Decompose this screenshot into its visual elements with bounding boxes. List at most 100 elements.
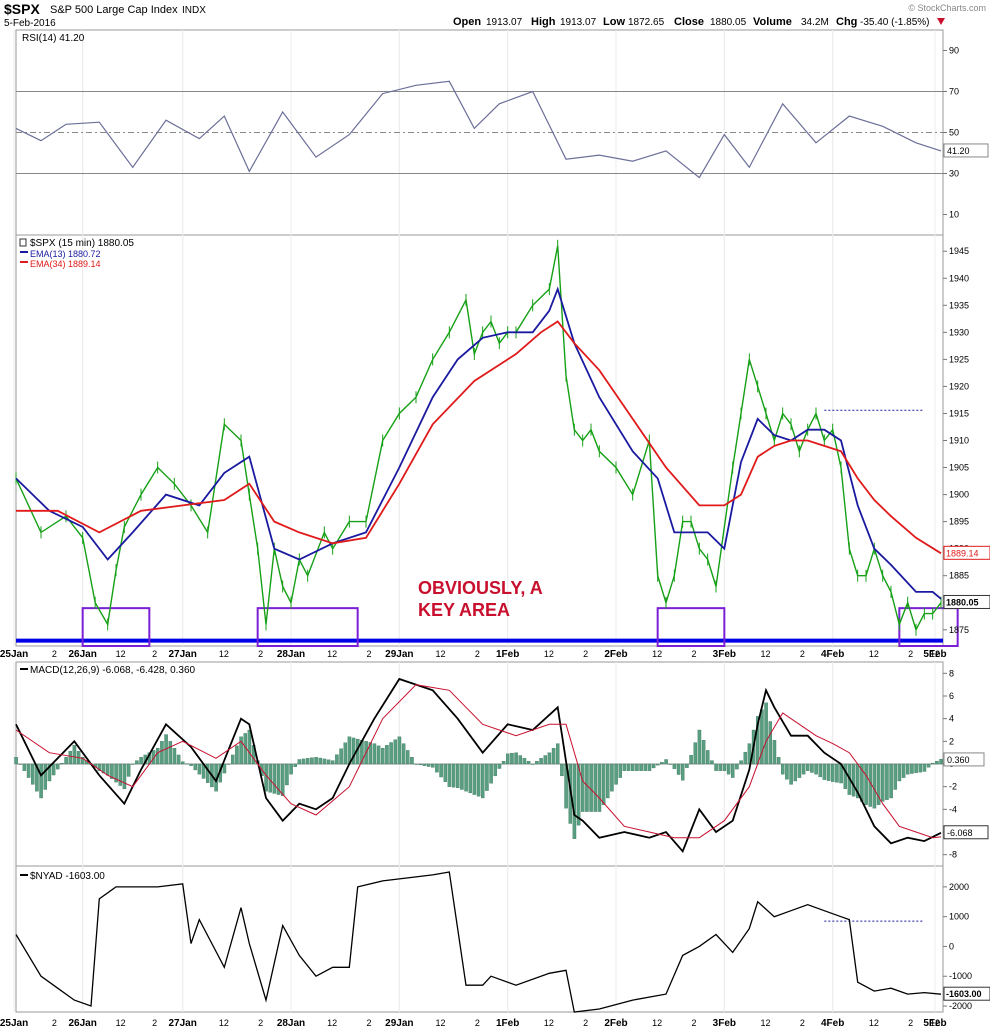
x-tick-label: 2 (366, 649, 371, 659)
macd-histogram-bar (172, 747, 177, 765)
volume-value: 34.2M (801, 17, 829, 28)
macd-histogram-bar (293, 763, 298, 767)
exchange-label: INDX (182, 5, 206, 16)
x-tick-label: 12 (219, 1018, 229, 1028)
macd-histogram-bar (418, 763, 423, 766)
macd-histogram-bar (18, 763, 23, 765)
x-tick-label: 12 (869, 1018, 879, 1028)
x-tick-label: 2 (258, 649, 263, 659)
macd-histogram-bar (801, 763, 806, 775)
ema13-line (15, 286, 942, 600)
macd-histogram-bar (776, 757, 781, 765)
nyad-tick-label: 0 (949, 941, 954, 951)
macd-histogram-bar (618, 763, 623, 778)
macd-histogram-bar (610, 763, 614, 792)
x-tick-label: 12 (760, 649, 770, 659)
symbol-label: $SPX (4, 1, 40, 17)
macd-histogram-bar (176, 754, 181, 765)
macd-histogram-bar (185, 763, 189, 765)
high-label: High (531, 16, 556, 28)
nyad-last-box (943, 986, 990, 1001)
nyad-tick-label: -1000 (949, 971, 972, 981)
macd-histogram-bar (39, 763, 43, 799)
macd-histogram-bar (893, 763, 898, 790)
x-tick-label: 2 (908, 1018, 913, 1028)
last-price-box (943, 594, 990, 609)
macd-histogram-bar (843, 763, 848, 789)
macd-histogram-bar (789, 763, 793, 785)
x-tick-label: 2 (583, 1018, 588, 1028)
macd-histogram-bar (676, 763, 681, 775)
macd-histogram-bar (885, 763, 889, 800)
rsi-last-box (943, 143, 989, 158)
price-tick-label: 1905 (949, 463, 969, 473)
rsi-line (15, 80, 942, 179)
macd-histogram-bar (531, 763, 535, 765)
macd-histogram-bar (272, 763, 277, 794)
macd-histogram-bar (431, 763, 435, 768)
open-label: Open (453, 16, 481, 28)
macd-histogram-bar (931, 762, 935, 765)
macd-histogram-bar (785, 763, 789, 780)
macd-histogram-bar (401, 743, 406, 765)
rsi-title: RSI(14) 41.20 (22, 33, 85, 44)
annotation-line-2: KEY AREA (418, 600, 510, 620)
macd-histogram-bar (826, 763, 831, 781)
x-tick-label: 12 (930, 649, 940, 659)
macd-histogram-bar (743, 751, 748, 765)
macd-histogram-bar (514, 752, 518, 765)
macd-histogram-bar (768, 721, 773, 765)
x-tick-label: 2 (800, 1018, 805, 1028)
macd-histogram-bar (35, 763, 39, 792)
x-tick-label: 5Feb (923, 1018, 946, 1029)
macd-histogram-bar (914, 763, 918, 773)
macd-histogram-bar (889, 763, 893, 799)
macd-histogram-bar (235, 745, 239, 765)
close-value: 1880.05 (710, 17, 747, 28)
macd-histogram-bar (297, 759, 302, 765)
macd-histogram-bar (697, 729, 702, 765)
price-tick-label: 1930 (949, 327, 969, 337)
macd-histogram-bar (656, 763, 660, 766)
nyad-last-label: -1603.00 (946, 989, 982, 999)
macd-histogram-bar (922, 763, 927, 772)
macd-histogram-bar (247, 729, 252, 765)
last-price-label: 1880.05 (946, 597, 979, 607)
rsi-last-label: 41.20 (947, 146, 970, 156)
macd-histogram-bar (314, 757, 318, 765)
x-tick-label: 12 (760, 1018, 770, 1028)
macd-histogram-bar (456, 763, 460, 788)
x-tick-label: 25Jan (0, 1018, 28, 1029)
macd-histogram-bar (710, 760, 714, 765)
macd-histogram-bar (422, 763, 427, 766)
macd-histogram-bar (451, 763, 456, 788)
rsi-tick-label: 70 (949, 87, 959, 97)
macd-histogram-bar (806, 763, 810, 771)
macd-histogram-bar (926, 763, 931, 768)
x-tick-label: 12 (327, 649, 337, 659)
macd-histogram-bar (285, 763, 289, 786)
macd-histogram-bar (635, 763, 639, 771)
macd-histogram-bar (160, 741, 164, 765)
macd-histogram-bar (485, 763, 489, 791)
macd-histogram-bar (593, 763, 598, 812)
macd-histogram-bar (406, 750, 410, 765)
macd-histogram-bar (864, 763, 868, 805)
macd-histogram-bar (289, 763, 293, 775)
macd-histogram-bar (22, 763, 27, 771)
macd-tick-label: 8 (949, 668, 954, 678)
macd-histogram-bar (518, 755, 523, 765)
macd-histogram-bar (831, 763, 835, 782)
macd-histogram-bar (910, 763, 914, 774)
macd-histogram-bar (935, 760, 939, 765)
macd-histogram-bar (781, 763, 785, 775)
macd-legend-swatch (20, 668, 28, 670)
close-label: Close (674, 16, 704, 28)
macd-histogram-bar (535, 761, 539, 765)
x-tick-label: 4Feb (821, 649, 844, 660)
macd-histogram-bar (501, 761, 506, 765)
macd-histogram-bar (526, 761, 531, 765)
x-tick-label: 26Jan (68, 649, 96, 660)
rsi-tick-label: 50 (949, 128, 959, 138)
